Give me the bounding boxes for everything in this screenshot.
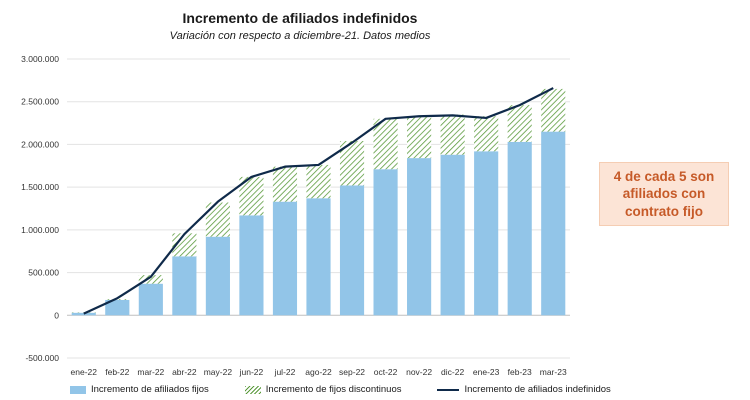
bar-discontinuos xyxy=(373,118,398,170)
legend-label-discontinuos: Incremento de fijos discontinuos xyxy=(265,384,402,395)
x-tick-label: feb-23 xyxy=(508,367,532,377)
bar-discontinuos xyxy=(172,233,197,257)
bar-fijos xyxy=(541,131,566,316)
bar-discontinuos xyxy=(306,164,331,199)
bar-fijos xyxy=(440,154,465,316)
legend-label-fijos: Incremento de afiliados fijos xyxy=(91,384,209,395)
x-tick-label: jul-22 xyxy=(274,367,296,377)
bar-fijos xyxy=(105,299,130,316)
x-tick-label: sep-22 xyxy=(339,367,365,377)
bar-fijos xyxy=(172,256,197,316)
bar-fijos xyxy=(306,198,331,316)
bar-discontinuos xyxy=(272,166,298,202)
bar-discontinuos xyxy=(105,299,130,300)
x-tick-label: ago-22 xyxy=(305,367,332,377)
bar-fijos xyxy=(339,185,365,316)
x-tick-label: may-22 xyxy=(204,367,233,377)
bar-fijos xyxy=(373,169,398,316)
bar-discontinuos xyxy=(138,275,163,284)
legend-swatch-indefinidos xyxy=(437,388,460,391)
bar-fijos xyxy=(507,141,532,316)
bar-fijos xyxy=(272,201,298,316)
bar-discontinuos xyxy=(507,105,532,142)
legend-item-indefinidos: Incremento de afiliados indefinidos xyxy=(437,384,611,395)
y-tick-label: 500.000 xyxy=(28,268,59,278)
bar-discontinuos xyxy=(474,116,499,152)
y-tick-label: -500.000 xyxy=(25,353,59,363)
x-tick-label: jun-22 xyxy=(239,367,264,377)
bar-discontinuos xyxy=(407,116,432,159)
x-tick-label: abr-22 xyxy=(172,367,197,377)
chart-subtitle: Variación con respecto a diciembre-21. D… xyxy=(169,30,431,42)
y-tick-label: 0 xyxy=(54,310,59,320)
legend-swatch-discontinuos xyxy=(244,385,261,394)
chart-legend: Incremento de afiliados fijos Incremento… xyxy=(70,384,611,395)
bar-fijos xyxy=(138,283,163,316)
legend-swatch-fijos xyxy=(70,385,86,394)
legend-item-fijos: Incremento de afiliados fijos xyxy=(70,384,209,395)
y-tick-label: 1.500.000 xyxy=(21,182,59,192)
bar-discontinuos xyxy=(440,114,465,155)
x-tick-label: ene-22 xyxy=(71,367,98,377)
y-tick-label: 3.000.000 xyxy=(21,54,59,64)
bar-fijos xyxy=(71,312,96,316)
bar-fijos xyxy=(239,215,264,316)
y-tick-label: 1.000.000 xyxy=(21,225,59,235)
x-tick-label: nov-22 xyxy=(406,367,432,377)
y-tick-label: 2.000.000 xyxy=(21,139,59,149)
callout-box: 4 de cada 5 son afiliados con contrato f… xyxy=(599,162,729,226)
bar-fijos xyxy=(474,151,499,316)
legend-label-indefinidos: Incremento de afiliados indefinidos xyxy=(464,384,611,395)
x-tick-label: dic-22 xyxy=(441,367,464,377)
x-tick-label: feb-22 xyxy=(105,367,129,377)
x-tick-label: mar-22 xyxy=(137,367,164,377)
bar-fijos xyxy=(407,158,432,316)
bar-fijos xyxy=(205,236,230,316)
bar-discontinuos xyxy=(541,88,566,132)
x-tick-label: ene-23 xyxy=(473,367,500,377)
legend-item-discontinuos: Incremento de fijos discontinuos xyxy=(244,384,402,395)
y-tick-label: 2.500.000 xyxy=(21,97,59,107)
x-tick-label: mar-23 xyxy=(540,367,567,377)
line-indefinidos xyxy=(83,87,554,315)
x-tick-label: oct-22 xyxy=(374,367,398,377)
chart-title: Incremento de afiliados indefinidos xyxy=(182,10,418,26)
bar-discontinuos xyxy=(205,202,230,237)
